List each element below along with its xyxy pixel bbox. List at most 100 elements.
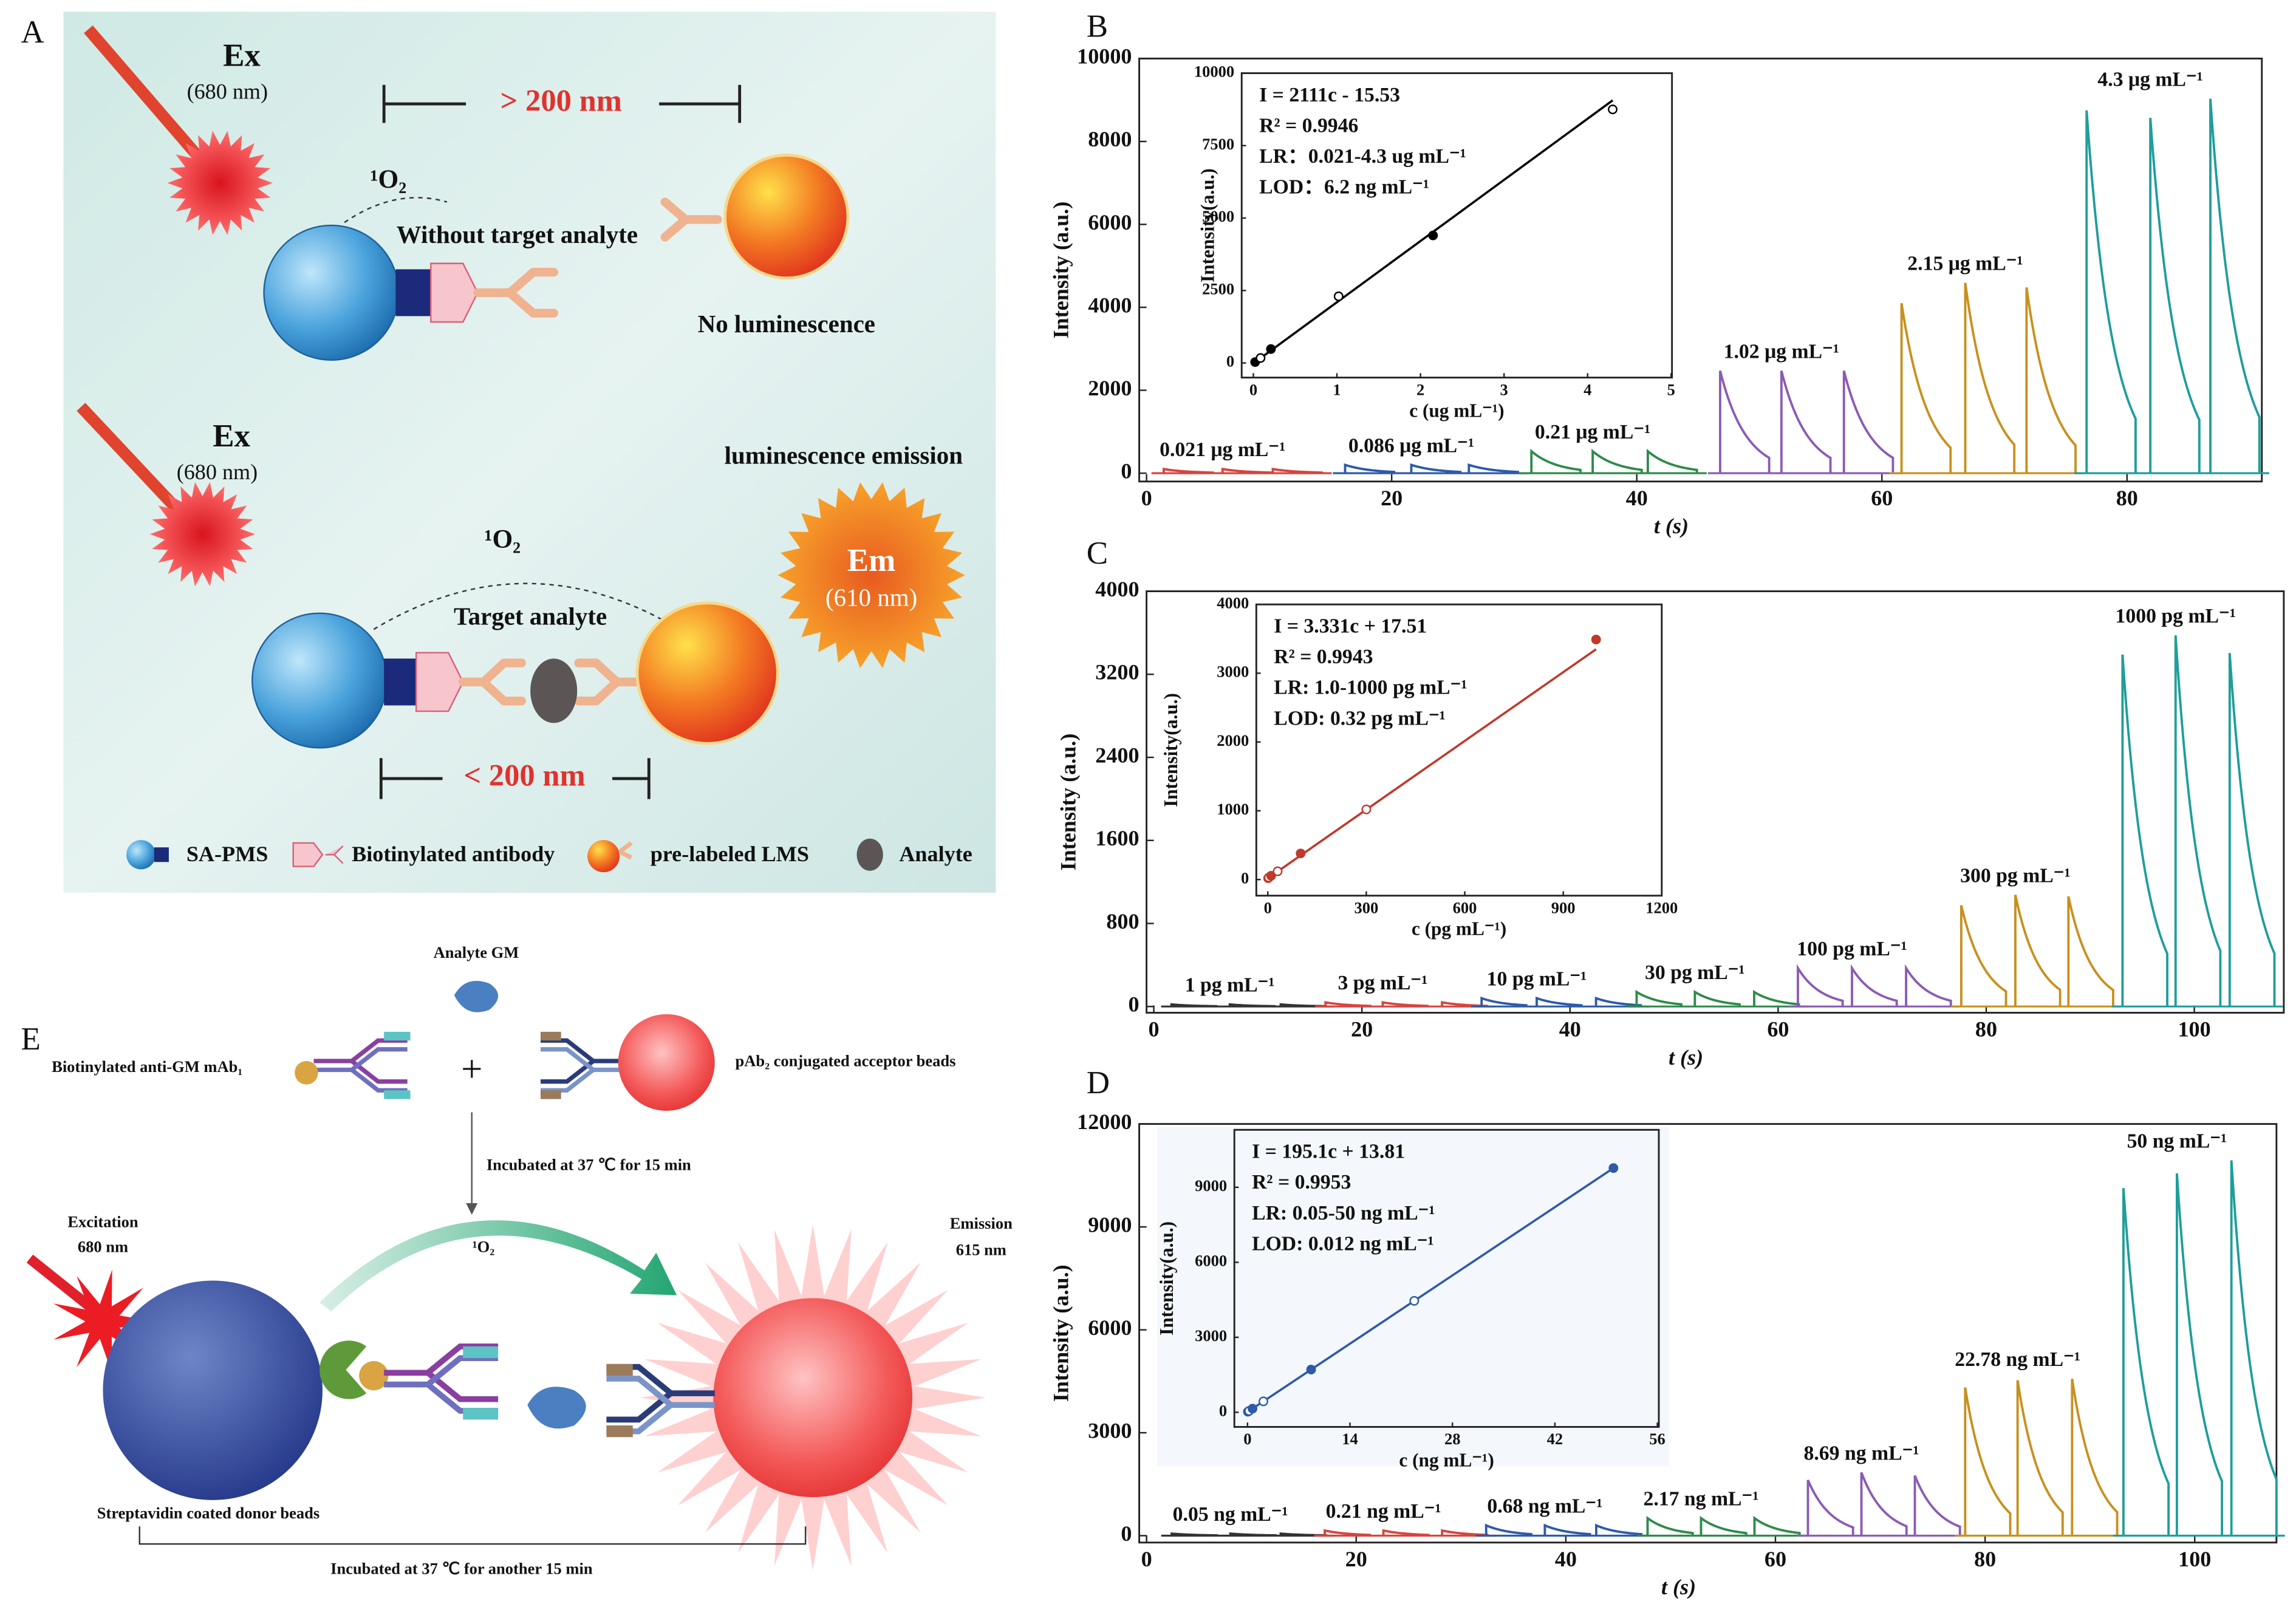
- y-tick-label: 2000: [1088, 376, 1132, 400]
- peak: [2025, 287, 2077, 474]
- y-tick-label: 0: [1219, 1401, 1227, 1419]
- y-tick-label: 5000: [1202, 207, 1234, 225]
- peak: [1543, 1523, 1591, 1536]
- series-label: 30 pg mL⁻¹: [1645, 961, 1745, 984]
- peak: [1162, 468, 1214, 474]
- x-tick-label: 3: [1500, 380, 1508, 398]
- peak: [1324, 1529, 1372, 1537]
- y-tick-label: 7500: [1202, 135, 1234, 153]
- label: Without target analyte: [397, 220, 638, 248]
- x-tick-label: 900: [1551, 898, 1576, 916]
- label: Emission: [950, 1214, 1013, 1232]
- y-tick-label: 4000: [1095, 577, 1139, 601]
- starburst-group: [167, 131, 273, 235]
- peak: [1381, 1001, 1429, 1008]
- panel-e: E Analyte GM Biotinylated anti-GM mAb₁ +…: [21, 943, 1013, 1577]
- peak: [1324, 1001, 1372, 1008]
- x-axis-label: t (s): [1654, 514, 1689, 538]
- streptavidin: [395, 269, 431, 316]
- inset: 0 3000 6000 9000 0 14 28 42 56 Intensity(a.u.) c (…: [1156, 1127, 1669, 1470]
- y-tick-label: 3000: [1195, 1326, 1227, 1345]
- peak: [2121, 654, 2168, 1007]
- peak: [1344, 463, 1396, 474]
- dashed-arc: [344, 197, 448, 224]
- antibody: [540, 1031, 623, 1099]
- inset-background: [1197, 64, 1684, 425]
- data-point: [1306, 1365, 1316, 1374]
- chart: D 0 3000 6000 9000 12000 0 20 40 60 80 100 Intensity…: [1049, 1065, 2285, 1599]
- plus-sign: +: [461, 1048, 482, 1090]
- peak: [2067, 896, 2114, 1007]
- equation-line: R² = 0.9943: [1274, 646, 1373, 668]
- equation-line: I = 195.1c + 13.81: [1252, 1141, 1405, 1163]
- equation-line: LOD: 0.32 pg mL⁻¹: [1274, 707, 1446, 729]
- x-tick-label: 20: [1345, 1547, 1367, 1571]
- series-label: 300 pg mL⁻¹: [1960, 864, 2071, 887]
- y-tick-label: 800: [1106, 909, 1139, 933]
- x-axis-label: c (ug mL⁻¹): [1409, 400, 1504, 421]
- x-tick-label: 0: [1249, 380, 1257, 398]
- x-tick-label: 0: [1264, 898, 1272, 916]
- data-point: [1608, 1163, 1619, 1173]
- peak: [1646, 1516, 1694, 1536]
- x-tick-label: 80: [1974, 1547, 1996, 1571]
- acceptor-bead: [713, 1298, 913, 1498]
- acceptor-sphere: [635, 601, 779, 745]
- label: ¹O₂: [473, 1238, 495, 1256]
- peak: [1594, 996, 1642, 1007]
- peak: [1842, 370, 1895, 474]
- distance-label: > 200 nm: [501, 84, 622, 118]
- y-tick-label: 10000: [1194, 63, 1234, 81]
- series-label: 0.086 μg mL⁻¹: [1348, 434, 1474, 457]
- panel-label: C: [1087, 536, 1108, 571]
- label: ¹O₂: [371, 165, 407, 194]
- y-tick-label: 3000: [1088, 1418, 1132, 1442]
- analyte: [527, 1387, 586, 1429]
- peak: [1900, 302, 1952, 474]
- label: Incubated at 37 ℃ for another 15 min: [330, 1560, 593, 1578]
- y-tick-label: 2000: [1217, 731, 1249, 749]
- peak: [2014, 895, 2062, 1007]
- donor-sphere: [251, 612, 388, 749]
- series-label: 1.02 μg mL⁻¹: [1724, 340, 1839, 363]
- x-tick-label: 40: [1626, 486, 1648, 510]
- label: Streptavidin coated donor beads: [97, 1504, 319, 1522]
- equation-line: LR: 0.05-50 ng mL⁻¹: [1252, 1202, 1435, 1224]
- peak: [1485, 1523, 1532, 1536]
- equation-line: R² = 0.9946: [1259, 114, 1358, 137]
- x-axis-label: t (s): [1661, 1575, 1696, 1599]
- peak: [2174, 635, 2222, 1007]
- y-tick-label: 4000: [1217, 593, 1249, 612]
- x-tick-label: 80: [2116, 486, 2138, 510]
- label: Ex: [213, 418, 250, 454]
- antibody: [313, 1031, 411, 1099]
- peak: [1271, 468, 1324, 474]
- y-tick-label: 8000: [1088, 127, 1132, 151]
- legend-icon: [126, 840, 156, 870]
- streptavidin: [384, 658, 417, 706]
- series-label: 50 ng mL⁻¹: [2127, 1130, 2227, 1152]
- x-tick-label: 1200: [1645, 898, 1678, 916]
- bracket: [379, 758, 651, 799]
- plot-frame: [1146, 590, 2285, 1014]
- equation-line: LR：0.021-4.3 ug mL⁻¹: [1259, 145, 1466, 168]
- biotin: [415, 652, 464, 712]
- x-tick-label: 42: [1547, 1430, 1563, 1448]
- peak: [1170, 1003, 1218, 1008]
- series-label: 4.3 μg mL⁻¹: [2097, 68, 2202, 90]
- label: Incubated at 37 ℃ for 15 min: [487, 1156, 691, 1174]
- data-point: [1428, 230, 1438, 241]
- y-tick-label: 3200: [1095, 660, 1139, 684]
- data-point: [1409, 1295, 1420, 1306]
- x-tick-label: 60: [1767, 1017, 1789, 1042]
- equation-line: LOD: 0.012 ng mL⁻¹: [1252, 1232, 1434, 1255]
- label: pAb₂ conjugated acceptor beads: [735, 1051, 955, 1070]
- streptavidin: [319, 1340, 367, 1399]
- peak: [2175, 1173, 2224, 1536]
- legend-icon: [154, 847, 169, 862]
- equation-line: I = 3.331c + 17.51: [1274, 615, 1427, 637]
- bracket: [382, 84, 742, 123]
- starburst: [167, 131, 273, 235]
- y-tick-label: 9000: [1088, 1212, 1132, 1237]
- series-label: 22.78 ng mL⁻¹: [1955, 1348, 2080, 1371]
